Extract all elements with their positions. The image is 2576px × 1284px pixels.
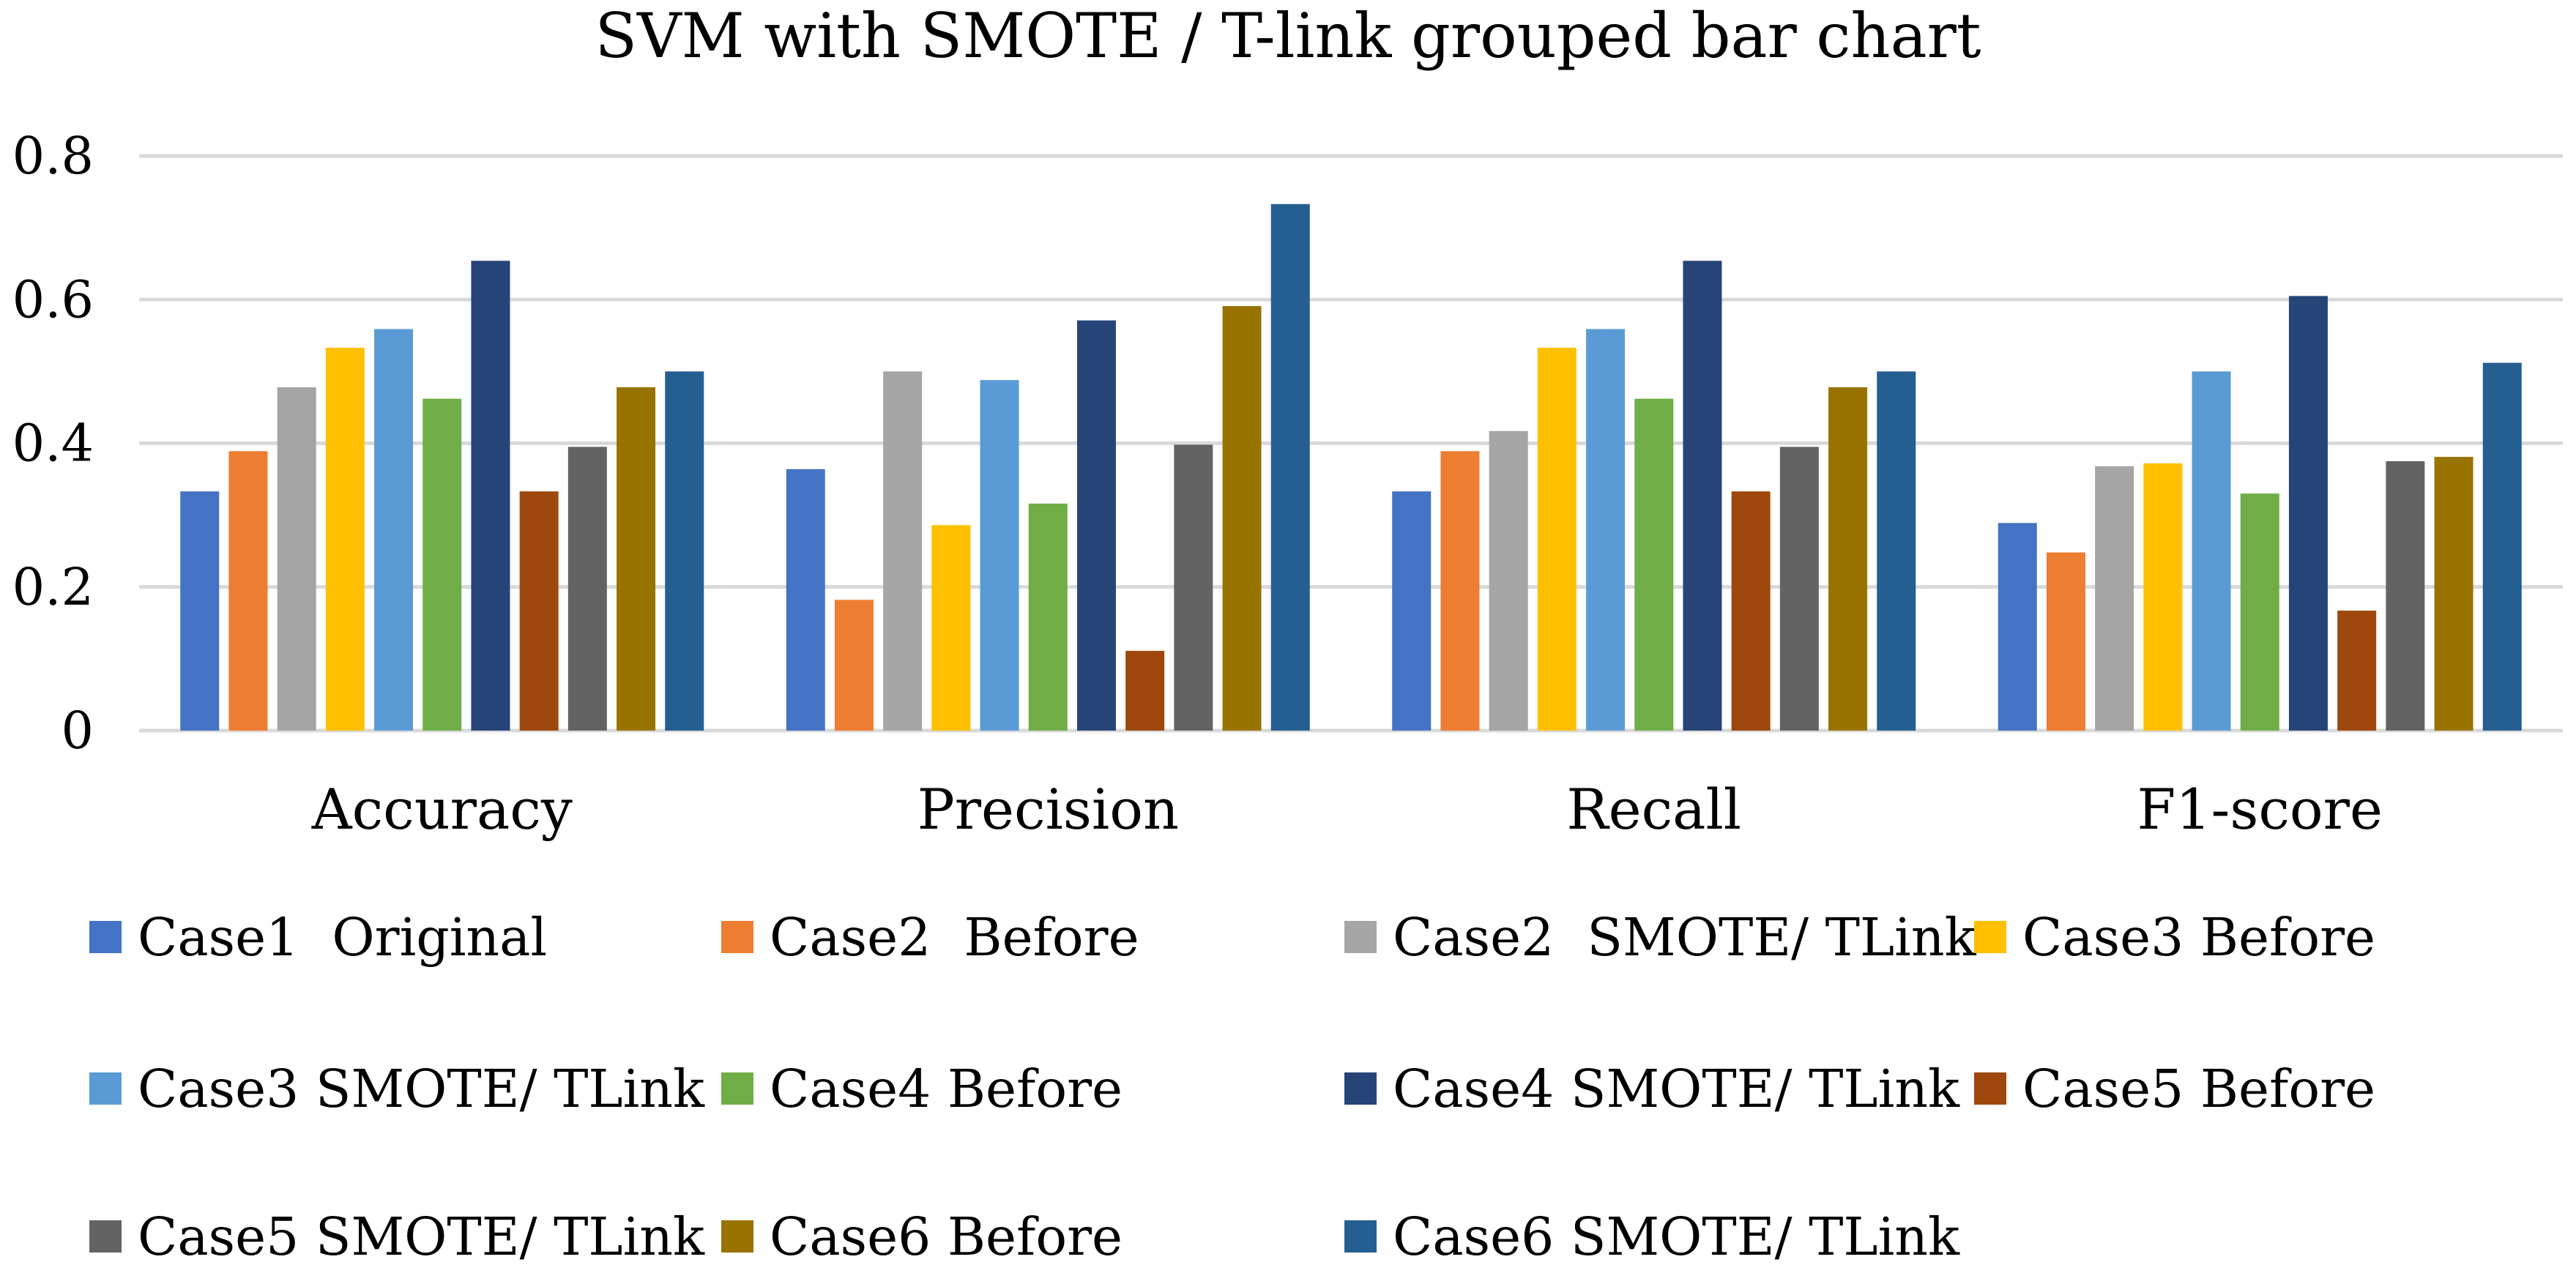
legend-swatch <box>1344 1072 1377 1105</box>
bar-f1-score-series-2 <box>2046 552 2085 731</box>
legend-swatch <box>89 921 122 953</box>
bar-precision-series-4 <box>931 525 971 731</box>
bar-precision-series-8 <box>1125 651 1165 731</box>
bar-f1-score-series-1 <box>1998 523 2037 731</box>
bar-precision-series-7 <box>1076 320 1116 731</box>
legend-label: Case1 Original <box>138 907 547 968</box>
bar-accuracy-series-11 <box>665 371 704 731</box>
bar-recall-series-2 <box>1440 451 1480 731</box>
bar-recall-series-1 <box>1392 491 1432 731</box>
bar-recall-series-9 <box>1779 447 1819 731</box>
bar-precision-series-3 <box>883 371 923 731</box>
bar-precision-series-2 <box>834 600 874 731</box>
category-label: F1-score <box>2137 777 2383 842</box>
bar-accuracy-series-6 <box>422 398 462 731</box>
category-label: Accuracy <box>311 777 573 842</box>
bar-f1-score-series-5 <box>2192 371 2231 731</box>
bar-recall-series-4 <box>1537 347 1577 731</box>
legend-label: Case4 SMOTE/ TLink <box>1393 1059 1960 1119</box>
bar-accuracy-series-10 <box>617 387 656 731</box>
bar-f1-score-series-7 <box>2288 296 2328 731</box>
bar-recall-series-3 <box>1489 430 1528 731</box>
legend-swatch <box>721 921 753 953</box>
legend: Case1 Original Case2 Before Case2 SMOTE/ T… <box>89 907 2375 1267</box>
legend-label: Case5 Before <box>2022 1059 2375 1119</box>
legend-swatch <box>721 1072 753 1105</box>
y-tick-label: 0.6 <box>12 269 94 329</box>
y-tick-label: 0 <box>61 701 94 761</box>
bar-f1-score-series-11 <box>2482 362 2522 731</box>
legend-label: Case6 Before <box>770 1206 1123 1267</box>
bar-recall-series-10 <box>1828 387 1868 731</box>
bar-f1-score-series-9 <box>2386 461 2425 731</box>
legend-swatch <box>1344 1220 1377 1253</box>
bar-precision-series-9 <box>1174 444 1213 731</box>
bar-precision-series-5 <box>980 380 1019 731</box>
legend-label: Case3 SMOTE/ TLink <box>138 1059 705 1119</box>
bar-f1-score-series-10 <box>2434 457 2473 731</box>
bar-f1-score-series-6 <box>2240 493 2279 731</box>
legend-label: Case3 Before <box>2022 907 2375 968</box>
bar-precision-series-11 <box>1270 204 1310 731</box>
legend-label: Case6 SMOTE/ TLink <box>1393 1206 1960 1267</box>
bar-precision-series-10 <box>1222 306 1262 731</box>
bar-accuracy-series-5 <box>374 329 414 731</box>
bar-f1-score-series-4 <box>2143 463 2183 731</box>
bar-recall-series-7 <box>1683 261 1722 731</box>
bar-f1-score-series-3 <box>2095 466 2134 731</box>
legend-swatch <box>89 1072 122 1105</box>
bar-accuracy-series-4 <box>325 347 365 731</box>
x-axis-category-labels: Accuracy Precision Recall F1-score <box>311 777 2383 842</box>
bar-accuracy-series-8 <box>519 491 559 731</box>
bar-precision-series-1 <box>786 469 825 731</box>
bar-precision-series-6 <box>1028 503 1068 731</box>
bar-layer <box>180 204 2522 731</box>
legend-label: Case2 SMOTE/ TLink <box>1393 907 1977 968</box>
bar-accuracy-series-2 <box>228 451 268 731</box>
y-tick-label: 0.8 <box>12 126 94 186</box>
bar-f1-score-series-8 <box>2337 611 2377 731</box>
bar-accuracy-series-1 <box>180 491 220 731</box>
bar-recall-series-8 <box>1731 491 1771 731</box>
y-tick-label: 0.4 <box>12 414 94 474</box>
legend-label: Case4 Before <box>770 1059 1123 1119</box>
y-tick-label: 0.2 <box>12 557 94 617</box>
bar-accuracy-series-7 <box>471 261 510 731</box>
legend-swatch <box>1344 921 1377 953</box>
bar-recall-series-6 <box>1634 398 1674 731</box>
bar-recall-series-11 <box>1877 371 1916 731</box>
bar-recall-series-5 <box>1586 329 1626 731</box>
bar-accuracy-series-3 <box>277 387 316 731</box>
legend-swatch <box>89 1220 122 1253</box>
legend-swatch <box>721 1220 753 1253</box>
legend-label: Case5 SMOTE/ TLink <box>138 1206 705 1267</box>
legend-swatch <box>1974 1072 2006 1105</box>
bar-accuracy-series-9 <box>567 447 607 731</box>
legend-label: Case2 Before <box>770 907 1139 968</box>
y-axis-tick-labels: 0 0.2 0.4 0.6 0.8 <box>12 126 94 761</box>
category-label: Recall <box>1566 777 1741 842</box>
chart-title: SVM with SMOTE / T-link grouped bar char… <box>595 0 1981 72</box>
category-label: Precision <box>917 777 1179 842</box>
legend-swatch <box>1974 921 2006 953</box>
